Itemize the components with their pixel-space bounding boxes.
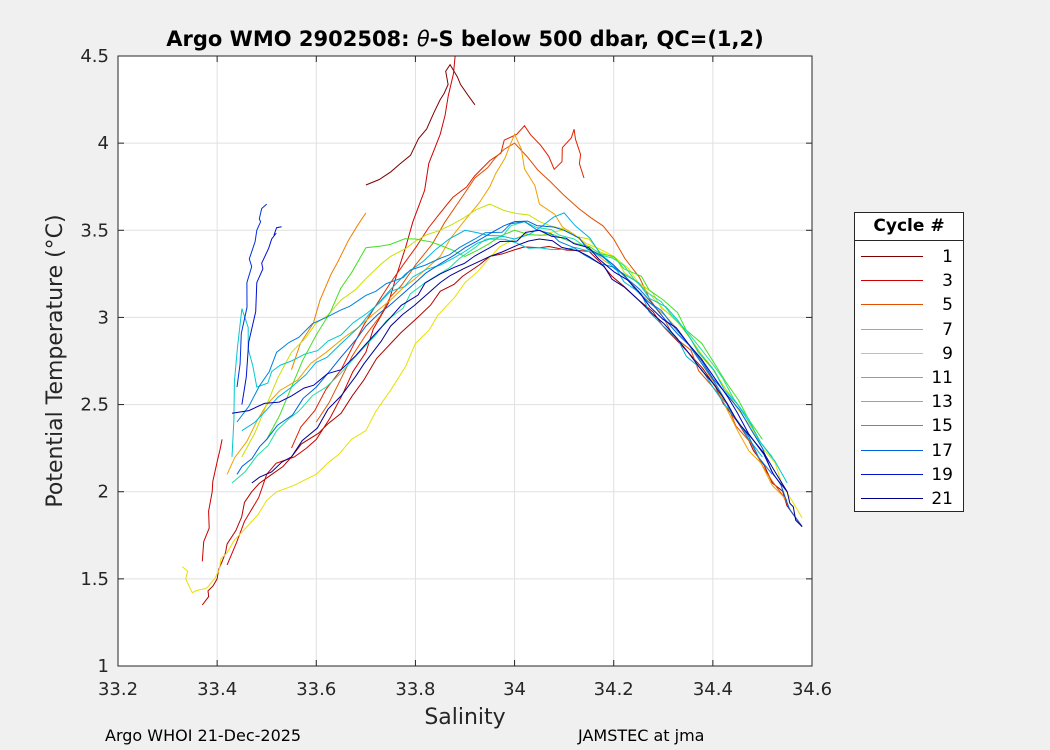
legend-label: 3 xyxy=(942,271,953,292)
axis-ticks: 33.2 33.4 33.6 33.8 34 34.2 34.4 34.6 1 1.5 2 2.5 3 3… xyxy=(80,46,832,700)
x-tick-label: 34.4 xyxy=(693,679,733,700)
y-tick-label: 2.5 xyxy=(80,395,109,416)
y-tick-label: 4 xyxy=(98,133,109,154)
legend-item: 19 xyxy=(855,463,963,487)
legend-label: 19 xyxy=(931,464,953,485)
legend-item: 13 xyxy=(855,390,963,414)
legend-swatch xyxy=(861,473,923,475)
y-tick-label: 3 xyxy=(98,307,109,328)
series-line xyxy=(365,63,476,186)
y-tick-label: 1 xyxy=(98,656,109,677)
y-tick-label: 3.5 xyxy=(80,220,109,241)
legend-label: 17 xyxy=(931,440,953,461)
y-tick-label: 4.5 xyxy=(80,46,109,67)
legend-label: 21 xyxy=(931,489,953,509)
series-line xyxy=(251,238,803,527)
legend-swatch xyxy=(861,256,923,257)
legend-item: 17 xyxy=(855,439,963,463)
series-line xyxy=(201,439,223,562)
series-line xyxy=(231,229,788,493)
legend-label: 1 xyxy=(942,247,953,267)
series-line xyxy=(266,229,763,440)
series-line xyxy=(291,212,367,370)
y-tick-label: 2 xyxy=(98,482,109,503)
legend-label: 15 xyxy=(931,416,953,437)
x-tick-label: 33.8 xyxy=(395,679,435,700)
x-tick-label: 34.6 xyxy=(792,679,832,700)
legend-swatch xyxy=(861,425,923,427)
legend-item: 15 xyxy=(855,414,963,438)
footer-credit: Argo WHOI 21-Dec-2025 xyxy=(105,726,302,745)
legend-swatch xyxy=(861,352,923,354)
plot-border xyxy=(117,55,813,667)
x-axis-label: Salinity xyxy=(424,705,505,730)
y-axis-label: Potential Temperature (°C) xyxy=(43,214,68,507)
series-line xyxy=(236,203,268,388)
legend-label: 11 xyxy=(931,368,953,388)
legend-label: 9 xyxy=(942,343,953,364)
legend-swatch xyxy=(861,280,923,282)
legend-swatch xyxy=(861,328,923,330)
legend-swatch xyxy=(861,377,923,378)
legend-swatch xyxy=(861,401,923,403)
data-series xyxy=(182,55,803,606)
x-tick-label: 33.4 xyxy=(197,679,237,700)
legend-swatch xyxy=(861,304,923,306)
legend-item: 5 xyxy=(855,293,963,317)
x-tick-label: 34 xyxy=(503,679,526,700)
legend-item: 3 xyxy=(855,269,963,293)
x-tick-label: 33.6 xyxy=(296,679,336,700)
footer-source: JAMSTEC at jma xyxy=(578,726,705,745)
chart-title: Argo WMO 2902508: θ-S below 500 dbar, QC… xyxy=(166,27,763,51)
legend-item: 7 xyxy=(855,318,963,342)
x-tick-label: 33.2 xyxy=(98,679,138,700)
series-line xyxy=(231,238,788,484)
legend-item: 1 xyxy=(855,245,963,269)
legend: Cycle # 1 3 5 7 9 11 13 15 17 19 21 xyxy=(854,212,964,512)
series-line xyxy=(241,212,763,458)
legend-label: 5 xyxy=(942,295,953,316)
legend-label: 7 xyxy=(942,319,953,340)
y-tick-label: 1.5 xyxy=(80,569,109,590)
legend-title: Cycle # xyxy=(855,213,963,241)
series-line xyxy=(241,226,282,405)
legend-item: 21 xyxy=(855,487,963,511)
series-line xyxy=(236,220,803,527)
legend-item: 9 xyxy=(855,342,963,366)
legend-swatch xyxy=(861,449,923,451)
x-tick-label: 34.2 xyxy=(594,679,634,700)
legend-swatch xyxy=(861,498,923,499)
legend-item: 11 xyxy=(855,366,963,390)
legend-label: 13 xyxy=(931,392,953,413)
plot-area xyxy=(118,56,812,666)
